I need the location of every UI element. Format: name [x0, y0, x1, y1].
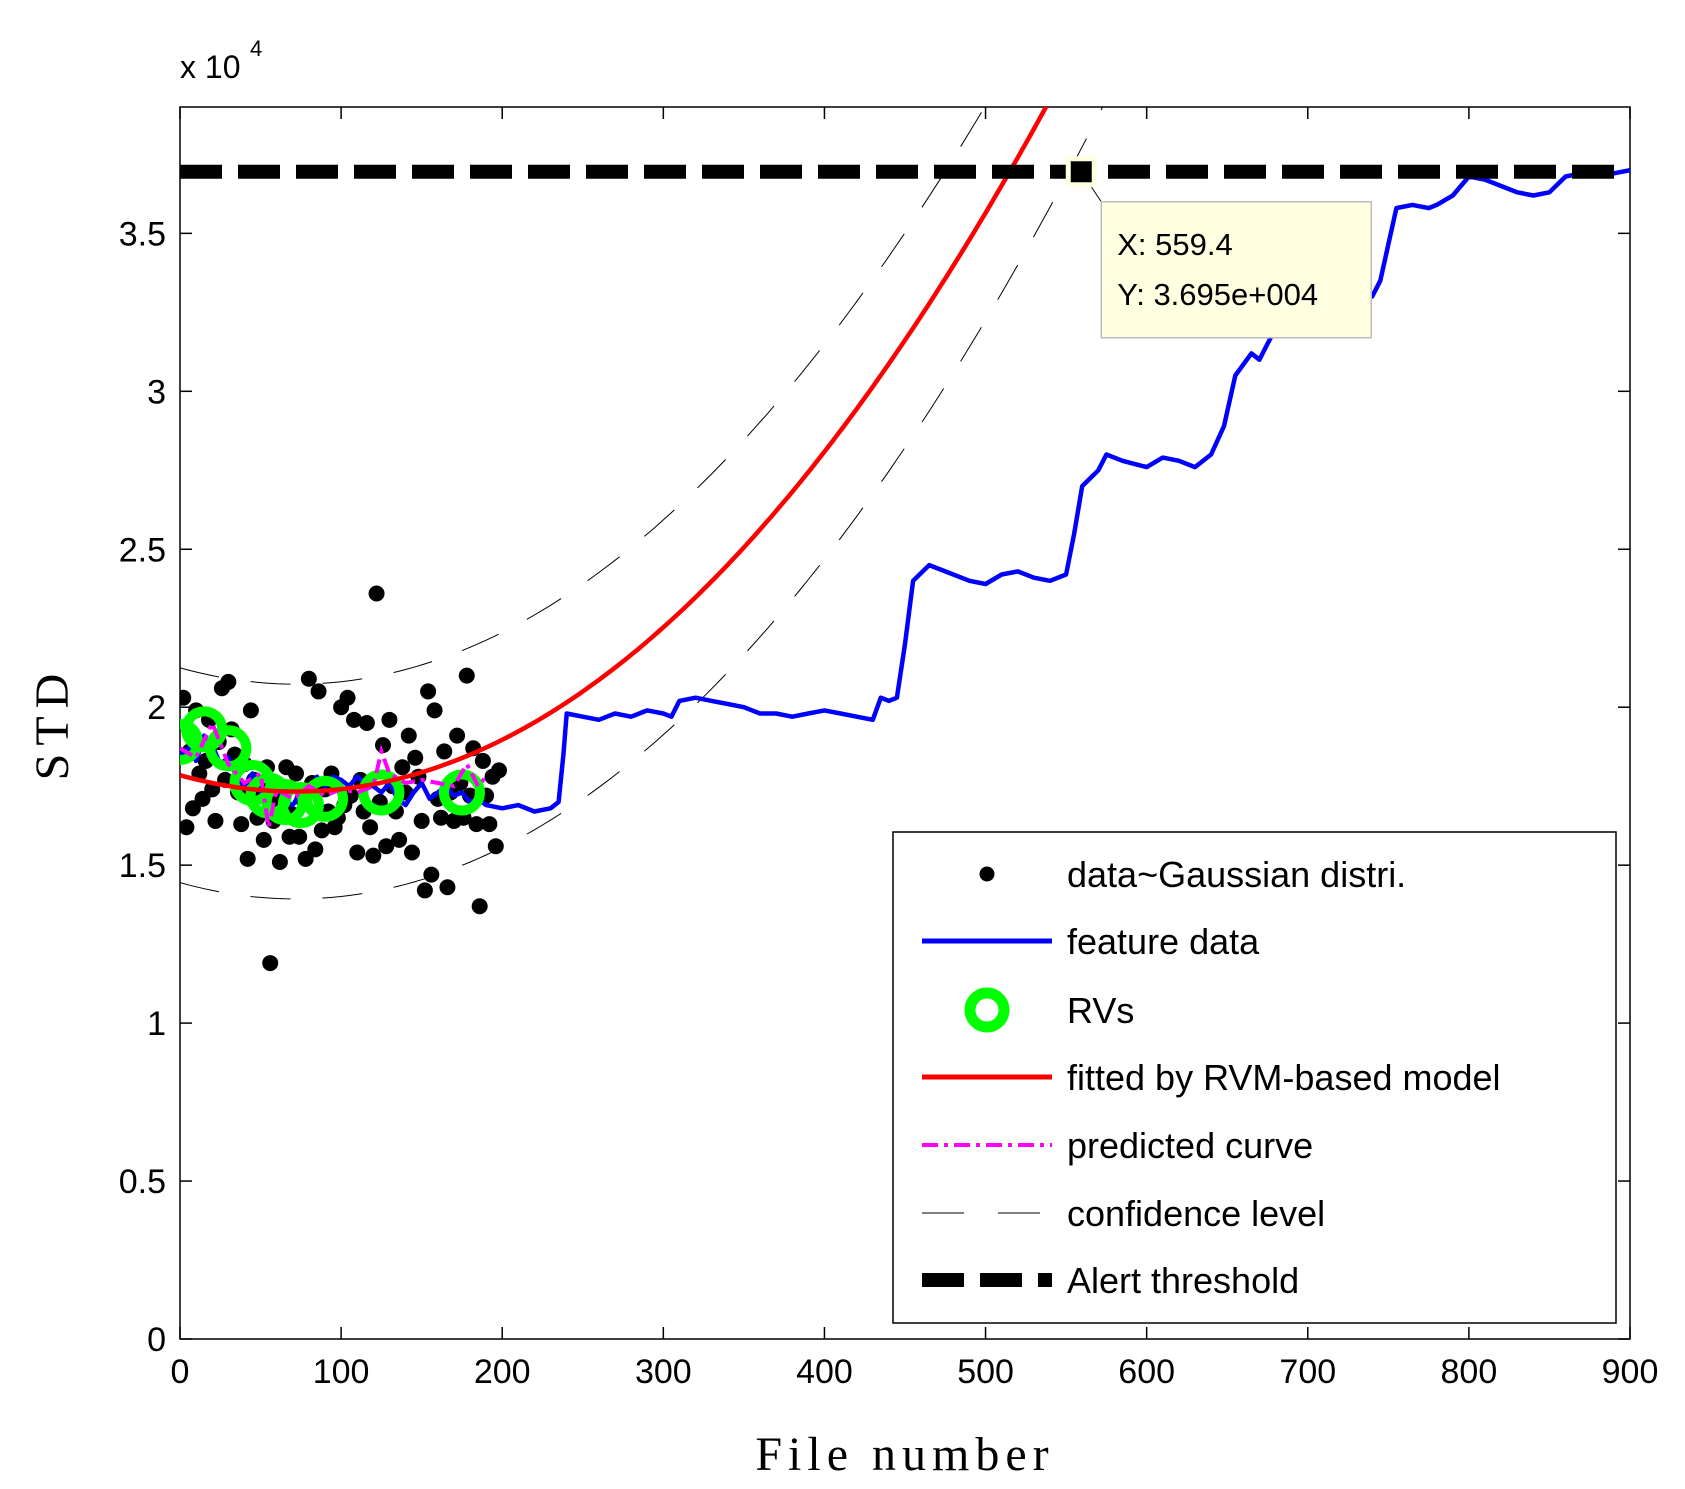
scatter-point [349, 844, 366, 861]
x-tick-label: 700 [1279, 1353, 1336, 1391]
scatter-point [368, 585, 385, 602]
x-tick-label: 400 [796, 1353, 853, 1391]
x-axis-title: File number [755, 1428, 1054, 1481]
scatter-point [416, 882, 433, 899]
y-axis-ticks: 0 0.5 1 1.5 2 2.5 3 3.5 [119, 215, 1630, 1359]
legend-swatch-rvs [964, 987, 1010, 1033]
legend-label-feature: feature data [1067, 921, 1260, 962]
scatter-point [433, 809, 449, 826]
scatter-point [423, 866, 440, 883]
y-tick-label: 1.5 [119, 847, 166, 885]
scatter-point [339, 689, 356, 706]
fitted-curve-series [180, 107, 1049, 794]
scatter-point [310, 683, 327, 700]
scatter-point [471, 898, 488, 915]
legend-label-predicted: predicted curve [1067, 1125, 1313, 1166]
scatter-point [180, 689, 192, 706]
y-tick-label: 3 [147, 373, 166, 411]
x-tick-label: 800 [1441, 1353, 1498, 1391]
confidence-lower-line [180, 107, 1104, 900]
fitted-curve-line [180, 107, 1049, 794]
legend-label-threshold: Alert threshold [1067, 1260, 1299, 1301]
scatter-point [481, 816, 498, 833]
scatter-point [313, 822, 330, 839]
scatter-point [436, 743, 453, 760]
scatter-point [407, 749, 424, 766]
x-tick-label: 300 [635, 1353, 692, 1391]
legend: data~Gaussian distri. feature data RVs f… [892, 831, 1617, 1324]
scatter-point [307, 841, 324, 858]
scatter-point [362, 819, 379, 836]
scatter-point [220, 673, 237, 690]
scatter-point [487, 838, 504, 855]
data-tip[interactable]: X: 559.4 Y: 3.695e+004 [1065, 156, 1373, 339]
data-tip-box [1100, 201, 1373, 339]
x-axis-ticks: 0 100 200 300 400 500 600 700 800 900 [171, 107, 1659, 1391]
scatter-point [288, 765, 304, 782]
x-tick-label: 100 [313, 1353, 370, 1391]
scatter-point [381, 711, 398, 728]
scatter-point [468, 816, 485, 833]
rv-marker [302, 775, 348, 822]
scatter-point [394, 759, 411, 776]
scatter-point [404, 844, 420, 861]
confidence-upper-line [180, 107, 986, 685]
y-tick-label: 0.5 [119, 1163, 166, 1201]
scatter-point [413, 812, 430, 829]
y-tick-label: 1 [147, 1005, 166, 1043]
scatter-point [242, 702, 259, 719]
y-tick-label: 2.5 [119, 531, 166, 569]
x-tick-label: 600 [1118, 1353, 1175, 1391]
rv-marker [277, 782, 324, 829]
scatter-point [400, 727, 417, 744]
scatter-point [262, 955, 279, 972]
rv-marker [358, 769, 405, 816]
x-tick-label: 500 [957, 1353, 1014, 1391]
scale-label-exponent: 4 [250, 36, 262, 61]
data-tip-x-value: X: 559.4 [1117, 227, 1232, 262]
scatter-point [346, 711, 362, 728]
scatter-point [365, 847, 382, 864]
scatter-point [291, 828, 308, 845]
y-tick-label: 3.5 [119, 215, 166, 253]
scatter-point [255, 831, 272, 848]
scale-label-base: x 10 [180, 49, 240, 85]
scatter-point [439, 879, 456, 896]
legend-label-confidence: confidence level [1067, 1193, 1325, 1234]
legend-label-rvs: RVs [1067, 990, 1134, 1031]
scatter-point [420, 683, 437, 700]
y-tick-label: 2 [147, 689, 166, 727]
scatter-point [391, 831, 408, 848]
y-tick-label: 0 [147, 1321, 166, 1359]
scatter-point [180, 819, 195, 836]
scatter-point [378, 838, 395, 855]
scatter-point [458, 667, 475, 684]
confidence-level-series [180, 107, 1104, 900]
legend-label-fitted: fitted by RVM-based model [1067, 1057, 1501, 1098]
scatter-point [474, 752, 491, 769]
y-axis-title: STD [26, 666, 79, 781]
scatter-point [233, 816, 250, 833]
scatter-point [375, 737, 391, 754]
x-tick-label: 0 [171, 1353, 190, 1391]
scatter-point [358, 715, 375, 731]
data-tip-y-value: Y: 3.695e+004 [1117, 277, 1318, 312]
scatter-point [491, 762, 507, 779]
x-tick-label: 200 [474, 1353, 531, 1391]
data-tip-marker [1065, 156, 1097, 188]
x-tick-label: 900 [1602, 1353, 1659, 1391]
legend-swatch-scatter [979, 866, 995, 882]
legend-label-scatter: data~Gaussian distri. [1067, 854, 1406, 895]
scatter-point [239, 850, 256, 867]
scatter-point [426, 702, 443, 719]
scatter-point [207, 812, 224, 829]
scatter-point [300, 670, 317, 687]
scatter-point [449, 727, 466, 744]
scatter-point [271, 853, 288, 870]
